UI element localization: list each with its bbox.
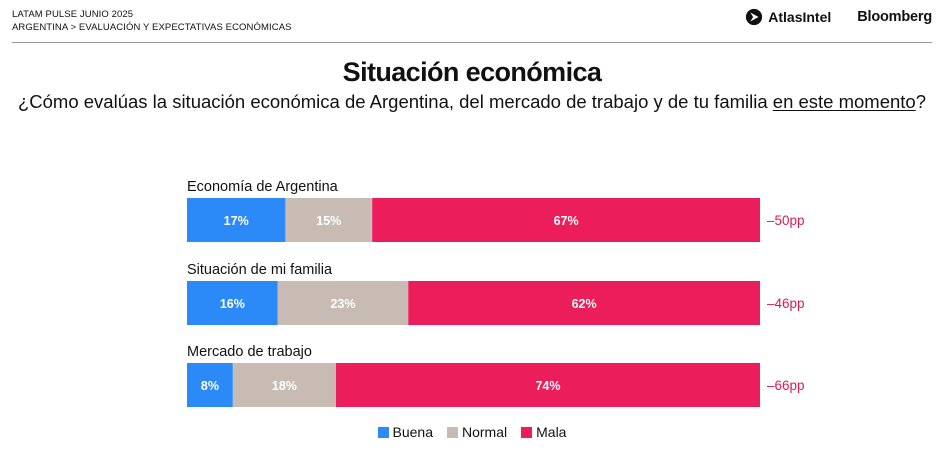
atlasintel-logo-text: AtlasIntel xyxy=(768,9,832,25)
bar-segment-mala xyxy=(372,198,760,242)
logos: AtlasIntel Bloomberg xyxy=(745,8,932,26)
legend-swatch xyxy=(521,426,533,438)
category-label: Mercado de trabajo xyxy=(187,344,312,360)
bar-segment-mala xyxy=(335,363,760,407)
bar-segment-buena xyxy=(187,198,286,242)
bar-segment-mala xyxy=(408,281,760,325)
bar-segment-buena xyxy=(187,363,233,407)
data-label: 15% xyxy=(316,214,341,228)
header-divider xyxy=(12,42,932,43)
atlasintel-logo: AtlasIntel xyxy=(745,8,831,26)
net-balance-label: –66pp xyxy=(767,378,805,393)
report-title-line: LATAM PULSE JUNIO 2025 xyxy=(12,9,134,20)
data-label: 74% xyxy=(535,379,560,393)
report-section-line: ARGENTINA > EVALUACIÓN Y EXPECTATIVAS EC… xyxy=(12,21,292,33)
subtitle-emphasis: en este momento xyxy=(772,91,916,112)
bar-segment-normal xyxy=(232,363,336,407)
data-label: 67% xyxy=(554,214,579,228)
legend-item-buena: Buena xyxy=(377,424,433,440)
net-balance-label: –50pp xyxy=(767,213,805,228)
legend-label: Normal xyxy=(462,424,508,440)
legend-item-mala: Mala xyxy=(521,424,566,440)
net-balance-label: –46pp xyxy=(767,296,805,311)
data-label: 23% xyxy=(330,297,355,311)
report-header: LATAM PULSE JUNIO 2025 ARGENTINA > EVALU… xyxy=(12,9,292,34)
category-label: Situación de mi familia xyxy=(187,262,333,278)
bloomberg-logo: Bloomberg xyxy=(857,9,932,25)
bar-segment-normal xyxy=(277,281,409,325)
legend-label: Buena xyxy=(392,424,433,440)
data-label: 18% xyxy=(272,379,297,393)
data-label: 17% xyxy=(224,214,249,228)
legend-item-normal: Normal xyxy=(447,424,507,440)
legend-swatch xyxy=(377,426,389,438)
data-label: 62% xyxy=(572,297,597,311)
legend-label: Mala xyxy=(536,424,567,440)
legend-swatch xyxy=(447,426,458,438)
atlasintel-mark-icon xyxy=(746,8,763,26)
subtitle-end: ? xyxy=(915,91,927,112)
data-label: 8% xyxy=(201,379,219,393)
bar-segment-normal xyxy=(285,198,373,242)
chart-subtitle: ¿Cómo evalúas la situación económica de … xyxy=(0,91,944,113)
subtitle-text: ¿Cómo evalúas la situación económica de … xyxy=(17,91,773,112)
category-label: Economía de Argentina xyxy=(187,179,339,195)
bar-segment-buena xyxy=(187,281,278,325)
data-label: 16% xyxy=(220,297,245,311)
chart-title: Situación económica xyxy=(342,57,602,87)
chart-legend: Buena Normal Mala xyxy=(0,424,944,440)
